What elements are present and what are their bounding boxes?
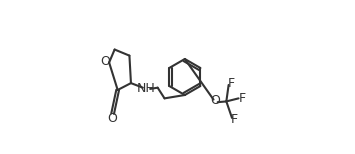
Text: F: F bbox=[227, 77, 234, 90]
Text: F: F bbox=[238, 92, 245, 105]
Text: O: O bbox=[100, 55, 110, 68]
Text: F: F bbox=[231, 113, 238, 126]
Text: NH: NH bbox=[137, 82, 155, 95]
Text: O: O bbox=[211, 94, 220, 107]
Text: O: O bbox=[107, 112, 117, 125]
